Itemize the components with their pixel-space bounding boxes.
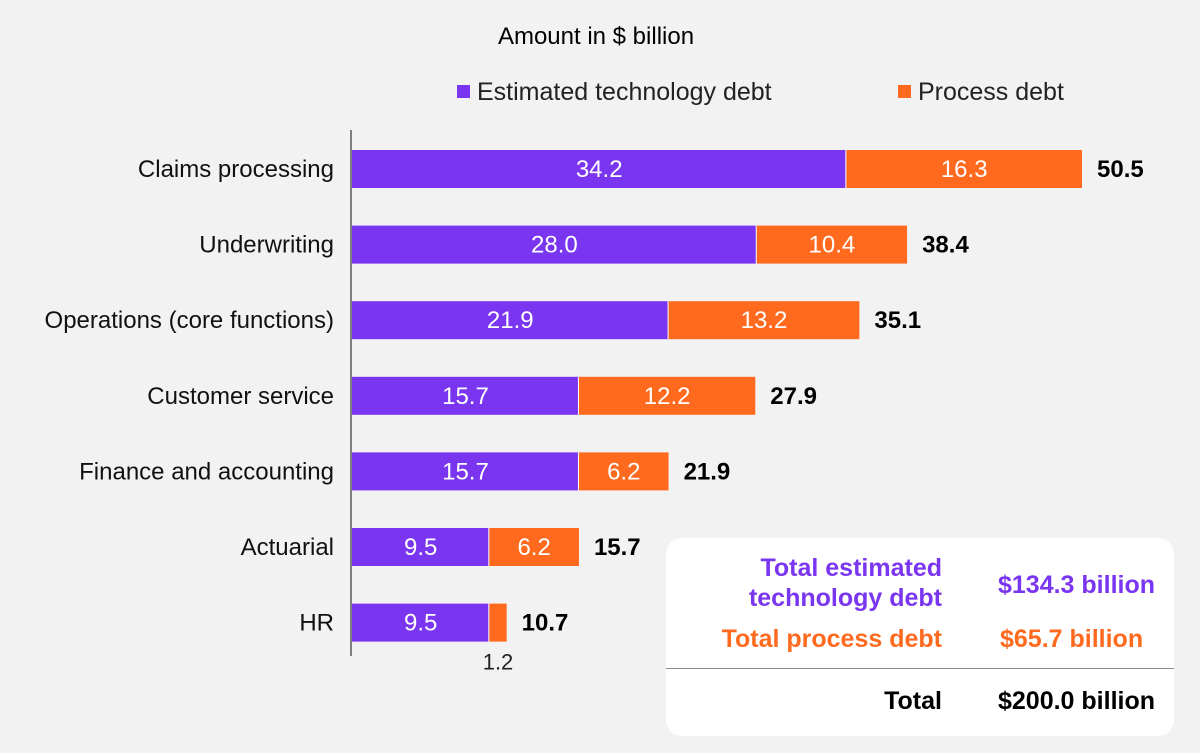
category-label: Actuarial bbox=[241, 534, 334, 561]
bar-process bbox=[578, 452, 669, 491]
bar-technology bbox=[352, 376, 579, 415]
total-label: 10.7 bbox=[522, 610, 569, 637]
data-label: 6.2 bbox=[607, 458, 640, 485]
summary-total-label: Total bbox=[884, 687, 942, 715]
bar-technology bbox=[352, 528, 490, 566]
summary-tech-value: $134.3 billion bbox=[998, 571, 1156, 599]
total-label: 50.5 bbox=[1097, 156, 1144, 183]
total-label: 35.1 bbox=[874, 307, 921, 334]
category-label: Underwriting bbox=[199, 232, 334, 259]
data-label: 10.4 bbox=[809, 232, 856, 259]
category-label: Operations (core functions) bbox=[45, 307, 334, 334]
data-label: 34.2 bbox=[576, 156, 623, 183]
data-label: 9.5 bbox=[404, 610, 437, 637]
bar-technology bbox=[352, 225, 757, 264]
legend-label-process: Process debt bbox=[918, 78, 1064, 106]
bar-process bbox=[756, 225, 908, 264]
unit-title: Amount in $ billion bbox=[498, 23, 694, 50]
data-label: 21.9 bbox=[487, 307, 534, 334]
bar-technology bbox=[352, 301, 669, 340]
summary-process-label: Total process debt bbox=[721, 625, 942, 653]
legend-swatch-process bbox=[898, 85, 911, 98]
summary-process-value: $65.7 billion bbox=[1000, 625, 1144, 653]
data-label: 9.5 bbox=[404, 534, 437, 561]
category-label: Claims processing bbox=[138, 156, 334, 183]
bar-technology bbox=[352, 150, 847, 188]
data-label: 15.7 bbox=[442, 383, 489, 410]
legend: Estimated technology debt Process debt bbox=[457, 78, 1064, 106]
data-label: 12.2 bbox=[644, 383, 691, 410]
summary-divider bbox=[666, 668, 1174, 669]
total-label: 15.7 bbox=[594, 534, 641, 561]
bar-process bbox=[846, 150, 1082, 188]
total-label: 27.9 bbox=[770, 383, 817, 410]
bar-process bbox=[668, 301, 860, 340]
data-label: 28.0 bbox=[531, 232, 578, 259]
bar-technology bbox=[352, 452, 579, 491]
bars-group: Claims processing 34.2 16.3 50.5 Underwritin… bbox=[45, 150, 1144, 675]
data-label: 15.7 bbox=[442, 458, 489, 485]
summary-tech-label: Total estimated technology debt bbox=[748, 554, 942, 612]
category-label: Customer service bbox=[147, 383, 334, 410]
total-label: 21.9 bbox=[684, 458, 731, 485]
summary-box: Total estimated technology debt $134.3 b… bbox=[666, 538, 1174, 736]
total-label: 38.4 bbox=[922, 232, 969, 259]
data-label: 6.2 bbox=[517, 534, 550, 561]
data-label: 16.3 bbox=[941, 156, 988, 183]
category-label: Finance and accounting bbox=[79, 458, 334, 485]
data-label: 1.2 bbox=[483, 650, 514, 675]
legend-swatch-technology bbox=[457, 85, 470, 98]
legend-label-technology: Estimated technology debt bbox=[477, 78, 772, 106]
data-label: 13.2 bbox=[741, 307, 788, 334]
category-label: HR bbox=[299, 610, 334, 637]
bar-process bbox=[578, 376, 756, 415]
summary-total-value: $200.0 billion bbox=[998, 687, 1156, 715]
bar-technology bbox=[352, 603, 490, 642]
bar-process bbox=[489, 603, 507, 642]
bar-process bbox=[489, 528, 579, 566]
